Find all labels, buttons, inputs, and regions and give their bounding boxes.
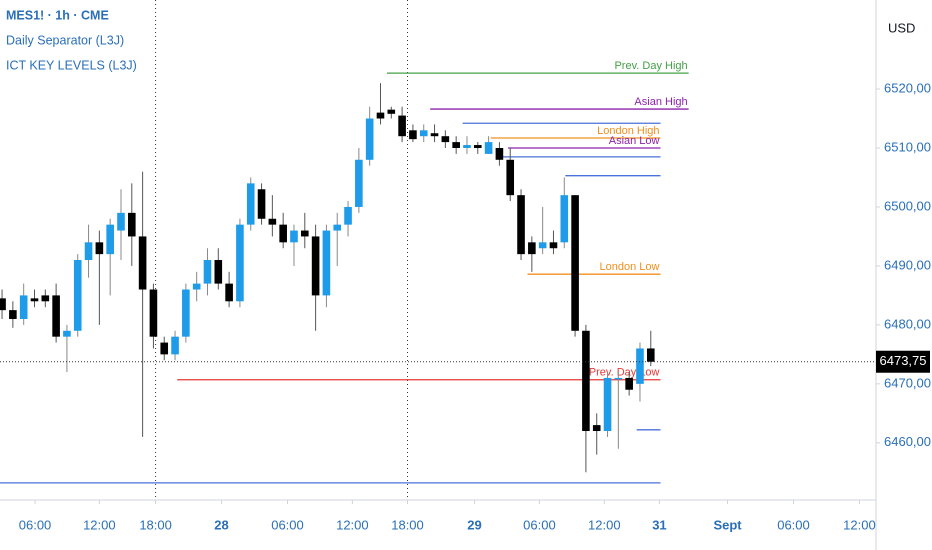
candle-body	[376, 112, 385, 119]
candle-body	[560, 195, 569, 243]
y-tick-label: 6490,00	[884, 257, 931, 272]
candle-body	[538, 242, 547, 249]
candle-body	[246, 183, 255, 225]
x-tick-label: 06:00	[271, 517, 304, 532]
plot: Prev. Day High Asian High London HighAsian…	[0, 0, 689, 500]
candle-body	[52, 295, 60, 337]
x-tick-label: 18:00	[139, 517, 172, 532]
legend-line: Daily Separator (L3J)	[6, 33, 124, 47]
y-tick-label: 6480,00	[884, 316, 931, 331]
candle-body	[473, 145, 482, 148]
candle-body	[268, 218, 277, 225]
candle-body	[63, 330, 71, 337]
candle-body	[138, 236, 147, 290]
candle-body	[517, 195, 525, 255]
key-level-label: London Low	[600, 261, 660, 273]
candle-body	[355, 159, 363, 207]
candle-body	[225, 283, 233, 302]
candle-body	[463, 145, 471, 148]
candle-body	[646, 348, 655, 362]
candle-body	[344, 206, 352, 225]
candle-body	[192, 283, 201, 290]
x-tick-label: 12:00	[336, 517, 369, 532]
x-tick-label: 31	[652, 517, 666, 532]
candle-body	[19, 295, 28, 319]
candle-body	[257, 189, 266, 219]
key-level-label: Asian Low	[609, 135, 660, 147]
candle-body	[636, 348, 644, 384]
key-level-label: Asian High	[634, 96, 687, 108]
candle-body	[182, 289, 190, 337]
candle-body	[236, 224, 244, 302]
x-tick-label: 12:00	[843, 517, 876, 532]
candle-body	[603, 377, 612, 432]
x-tick-label: 18:00	[391, 517, 424, 532]
key-level-label: Prev. Day High	[614, 60, 687, 72]
x-tick-label: 29	[467, 517, 481, 532]
candle-body	[279, 224, 287, 243]
x-tick-label: 06:00	[523, 517, 556, 532]
y-tick-label: 6460,00	[884, 434, 931, 449]
candle-body	[149, 289, 158, 337]
x-tick-label: 06:00	[19, 517, 52, 532]
candle-body	[528, 242, 536, 255]
candle-body	[311, 236, 320, 296]
candle-body	[322, 230, 331, 296]
x-tick-label: 12:00	[588, 517, 621, 532]
y-tick-label: 6510,00	[884, 139, 931, 154]
candle-body	[9, 310, 17, 319]
candle-body	[549, 242, 558, 249]
x-tick-label: 06:00	[777, 517, 810, 532]
candle-body	[95, 242, 104, 255]
candle-body	[41, 295, 50, 302]
candle-body	[419, 130, 428, 137]
key-level-label: London High	[597, 125, 659, 137]
legend-line: MES1! · 1h · CME	[6, 8, 109, 22]
y-tick-label: 6520,00	[884, 80, 931, 95]
currency: USD	[888, 20, 915, 35]
candle-body	[300, 230, 309, 237]
candle-body	[592, 425, 601, 432]
legend-line: ICT KEY LEVELS (L3J)	[6, 58, 137, 72]
candle-body	[0, 298, 6, 311]
candle-body	[614, 377, 623, 380]
y-tick-label: 6500,00	[884, 198, 931, 213]
candle-body	[30, 298, 39, 302]
candle-body	[290, 230, 298, 243]
candle-body	[84, 242, 93, 261]
x-tick-label: Sept	[713, 517, 742, 532]
candle-body	[171, 336, 179, 355]
x-tick-label: 28	[214, 517, 228, 532]
candle-body	[365, 118, 374, 160]
candle-body	[430, 133, 439, 137]
candle-body	[387, 109, 396, 114]
candle-body	[128, 212, 136, 237]
candle-body	[506, 159, 515, 196]
candle-body	[495, 147, 504, 160]
candle-body	[333, 224, 342, 231]
candle-body	[398, 115, 406, 137]
candle-body	[160, 342, 169, 355]
candle-body	[571, 195, 579, 331]
candle-body	[582, 330, 590, 432]
candle-body	[214, 260, 223, 284]
last-price-box	[876, 350, 930, 373]
candle-body	[452, 142, 460, 148]
candle-body	[117, 212, 125, 231]
x-tick-label: 12:00	[83, 517, 116, 532]
key-level-label: Prev. Day Low	[589, 367, 660, 379]
candle-body	[73, 260, 82, 331]
candle-body	[625, 377, 633, 390]
candle-body	[409, 130, 417, 140]
candle-body	[203, 260, 212, 284]
last-price-label: 6473,75	[880, 353, 927, 368]
y-tick-label: 6470,00	[884, 375, 931, 390]
candle-body	[441, 136, 450, 143]
candle-body	[106, 224, 114, 255]
candle-body	[484, 142, 493, 154]
